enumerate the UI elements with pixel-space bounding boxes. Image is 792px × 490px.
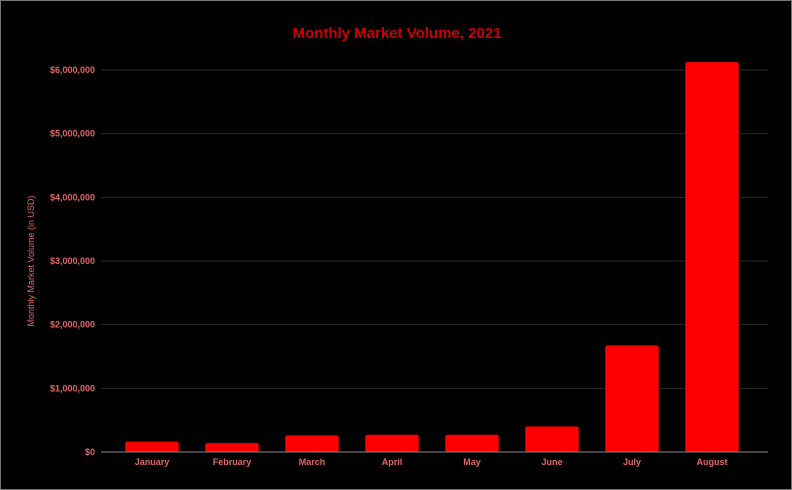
bar-february — [205, 442, 259, 453]
y-tick-label: $4,000,000 — [50, 192, 95, 202]
x-tick-label: March — [299, 457, 326, 467]
bar-march — [285, 435, 339, 453]
bar-august — [685, 61, 739, 453]
chart-title: Monthly Market Volume, 2021 — [293, 25, 502, 42]
x-tick-label: May — [463, 457, 481, 467]
y-tick-label: $3,000,000 — [50, 256, 95, 266]
bar-april — [365, 434, 419, 453]
x-tick-label: June — [541, 457, 562, 467]
y-tick-label: $5,000,000 — [50, 129, 95, 139]
x-tick-label: July — [623, 457, 641, 467]
y-tick-label: $6,000,000 — [50, 65, 95, 75]
x-tick-label: April — [382, 457, 403, 467]
bar-january — [125, 441, 179, 453]
y-tick-label: $1,000,000 — [50, 383, 95, 393]
x-tick-label: August — [697, 457, 728, 467]
y-tick-label: $0 — [85, 447, 95, 457]
bar-june — [525, 426, 579, 453]
x-tick-label: January — [135, 457, 170, 467]
y-tick-label: $2,000,000 — [50, 320, 95, 330]
x-tick-label: February — [213, 457, 252, 467]
bar-may — [445, 434, 499, 453]
bar-july — [605, 345, 659, 453]
y-axis-label: Monthly Market Volume (in USD) — [26, 195, 36, 326]
